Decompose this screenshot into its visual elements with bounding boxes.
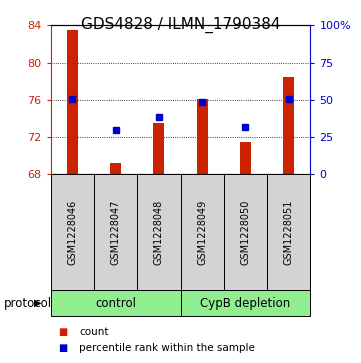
Text: ■: ■	[58, 327, 67, 337]
Bar	[240, 142, 251, 174]
Text: GSM1228047: GSM1228047	[110, 200, 121, 265]
Bar	[197, 99, 208, 174]
Text: GSM1228049: GSM1228049	[197, 200, 207, 265]
Bar	[67, 30, 78, 174]
Bar	[180, 174, 224, 290]
Bar	[51, 290, 180, 316]
Bar	[283, 77, 294, 174]
Bar	[94, 174, 137, 290]
Text: ▶: ▶	[34, 298, 42, 308]
Text: GSM1228048: GSM1228048	[154, 200, 164, 265]
Bar	[110, 163, 121, 174]
Text: protocol: protocol	[4, 297, 52, 310]
Text: GSM1228046: GSM1228046	[67, 200, 77, 265]
Bar	[153, 123, 164, 174]
Bar	[137, 174, 180, 290]
Text: CypB depletion: CypB depletion	[200, 297, 291, 310]
Text: GSM1228051: GSM1228051	[284, 200, 294, 265]
Bar	[51, 174, 94, 290]
Text: control: control	[95, 297, 136, 310]
Text: ■: ■	[58, 343, 67, 354]
Text: count: count	[79, 327, 109, 337]
Text: GDS4828 / ILMN_1790384: GDS4828 / ILMN_1790384	[81, 16, 280, 33]
Bar	[180, 290, 310, 316]
Bar	[267, 174, 310, 290]
Text: percentile rank within the sample: percentile rank within the sample	[79, 343, 255, 354]
Bar	[224, 174, 267, 290]
Text: GSM1228050: GSM1228050	[240, 200, 251, 265]
